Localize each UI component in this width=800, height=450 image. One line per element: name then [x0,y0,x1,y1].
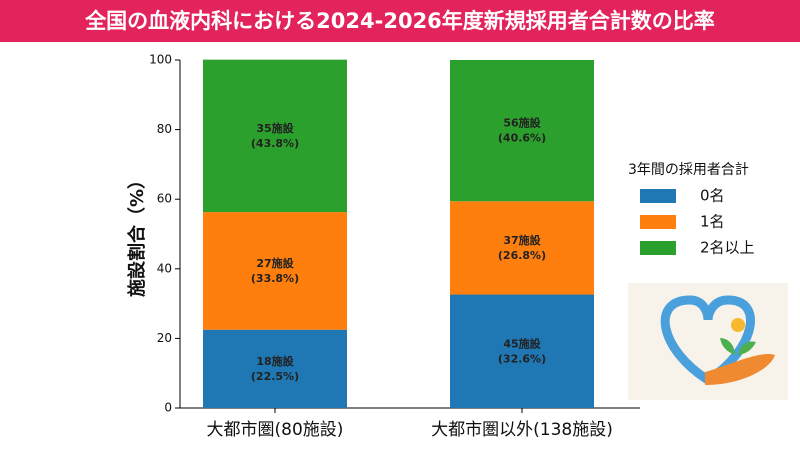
x-tick-label: 大都市圏(80施設) [207,420,344,440]
value-label: (22.5%) [251,370,299,383]
legend-swatch [640,189,676,203]
value-label: (26.8%) [498,249,546,262]
value-label: (33.8%) [251,272,299,285]
count-label: 45施設 [503,336,541,350]
x-tick-label: 大都市圏以外(138施設) [431,420,613,440]
logo-leaves [720,338,756,355]
bar-segment [203,329,347,408]
logo-hand [705,353,775,385]
count-label: 35施設 [256,121,294,135]
value-label: (43.8%) [251,137,299,150]
title-banner [0,0,800,42]
bar-segment [203,212,347,330]
count-label: 27施設 [256,256,294,270]
legend-title: 3年間の採用者合計 [628,162,749,178]
y-tick-label: 100 [149,53,172,67]
legend-swatch [640,241,676,255]
value-label: (32.6%) [498,352,546,365]
y-tick-label: 20 [157,331,172,345]
logo-heart [660,295,755,386]
legend-label: 1名 [700,213,725,231]
value-label: (40.6%) [498,132,546,145]
bar-segment [450,201,594,295]
y-tick-label: 40 [157,261,172,275]
legend-swatch [640,215,676,229]
logo [628,283,788,400]
bar-segment [203,59,347,213]
legend-label: 2名以上 [700,239,755,257]
logo-sun [731,318,745,332]
count-label: 56施設 [503,116,541,130]
chart-title: 全国の血液内科における2024-2026年度新規採用者合計数の比率 [84,9,715,33]
y-tick-label: 80 [157,122,172,136]
y-tick-label: 60 [157,192,172,206]
bar-segment [450,60,594,202]
y-axis-label: 施設割合（%） [126,171,148,297]
bar-segment [450,294,594,408]
count-label: 18施設 [256,354,294,368]
count-label: 37施設 [503,233,541,247]
legend-label: 0名 [700,187,725,205]
y-tick-label: 0 [164,401,172,415]
